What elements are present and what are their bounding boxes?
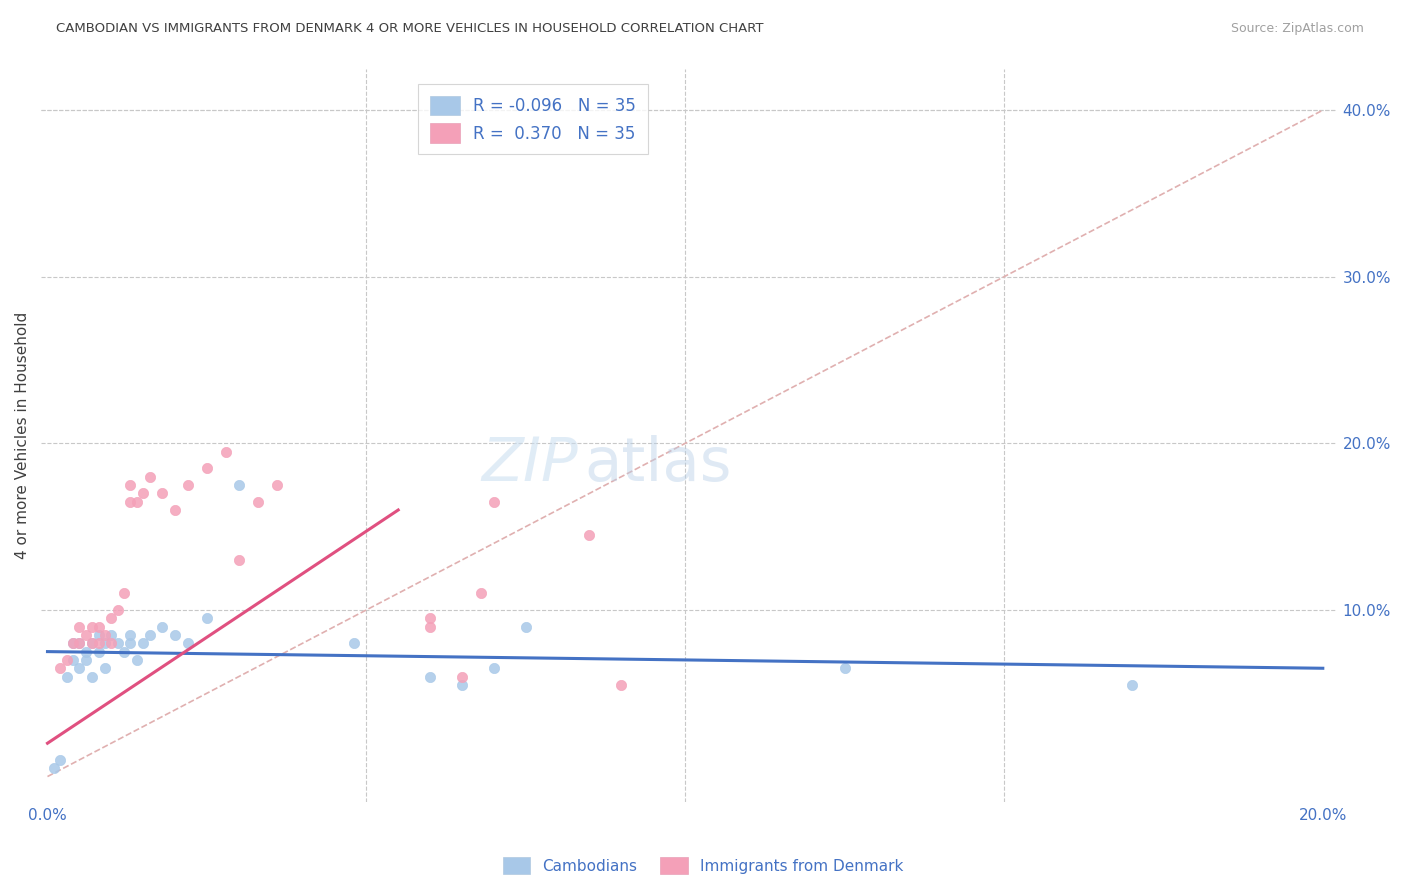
Point	[132, 486, 155, 500]
Point	[49, 661, 72, 675]
Point	[62, 653, 84, 667]
Point	[107, 636, 129, 650]
Point	[87, 628, 110, 642]
Point	[87, 619, 110, 633]
Point	[482, 661, 505, 675]
Point	[100, 611, 122, 625]
Point	[94, 628, 117, 642]
Y-axis label: 4 or more Vehicles in Household: 4 or more Vehicles in Household	[15, 311, 30, 558]
Point	[120, 636, 142, 650]
Point	[266, 478, 288, 492]
Point	[177, 636, 200, 650]
Point	[138, 469, 160, 483]
Point	[82, 636, 104, 650]
Point	[150, 619, 173, 633]
Point	[87, 636, 110, 650]
Point	[75, 644, 97, 658]
Text: Source: ZipAtlas.com: Source: ZipAtlas.com	[1230, 22, 1364, 36]
Point	[419, 619, 441, 633]
Legend: Cambodians, Immigrants from Denmark: Cambodians, Immigrants from Denmark	[496, 851, 910, 880]
Point	[163, 628, 186, 642]
Point	[125, 494, 148, 508]
Point	[228, 553, 250, 567]
Point	[107, 603, 129, 617]
Point	[470, 586, 492, 600]
Point	[132, 636, 155, 650]
Point	[82, 670, 104, 684]
Text: atlas: atlas	[585, 434, 733, 494]
Point	[150, 486, 173, 500]
Point	[419, 670, 441, 684]
Point	[578, 528, 600, 542]
Point	[138, 628, 160, 642]
Point	[177, 478, 200, 492]
Point	[482, 494, 505, 508]
Text: CAMBODIAN VS IMMIGRANTS FROM DENMARK 4 OR MORE VEHICLES IN HOUSEHOLD CORRELATION: CAMBODIAN VS IMMIGRANTS FROM DENMARK 4 O…	[56, 22, 763, 36]
Point	[120, 628, 142, 642]
Point	[834, 661, 856, 675]
Point	[246, 494, 269, 508]
Point	[112, 644, 135, 658]
Point	[112, 586, 135, 600]
Point	[94, 636, 117, 650]
Point	[87, 644, 110, 658]
Point	[342, 636, 364, 650]
Point	[67, 661, 90, 675]
Point	[62, 636, 84, 650]
Point	[610, 678, 633, 692]
Point	[94, 661, 117, 675]
Point	[419, 611, 441, 625]
Text: ZIP: ZIP	[482, 434, 578, 494]
Point	[49, 753, 72, 767]
Point	[100, 628, 122, 642]
Point	[195, 461, 218, 475]
Point	[451, 678, 474, 692]
Point	[75, 653, 97, 667]
Point	[67, 619, 90, 633]
Point	[228, 478, 250, 492]
Point	[515, 619, 537, 633]
Point	[120, 494, 142, 508]
Point	[55, 670, 77, 684]
Point	[215, 444, 238, 458]
Point	[82, 619, 104, 633]
Point	[75, 628, 97, 642]
Point	[82, 636, 104, 650]
Point	[67, 636, 90, 650]
Point	[55, 653, 77, 667]
Point	[451, 670, 474, 684]
Point	[100, 636, 122, 650]
Legend: R = -0.096   N = 35, R =  0.370   N = 35: R = -0.096 N = 35, R = 0.370 N = 35	[418, 84, 648, 154]
Point	[67, 636, 90, 650]
Point	[62, 636, 84, 650]
Point	[125, 653, 148, 667]
Point	[195, 611, 218, 625]
Point	[42, 761, 65, 775]
Point	[120, 478, 142, 492]
Point	[163, 503, 186, 517]
Point	[1121, 678, 1143, 692]
